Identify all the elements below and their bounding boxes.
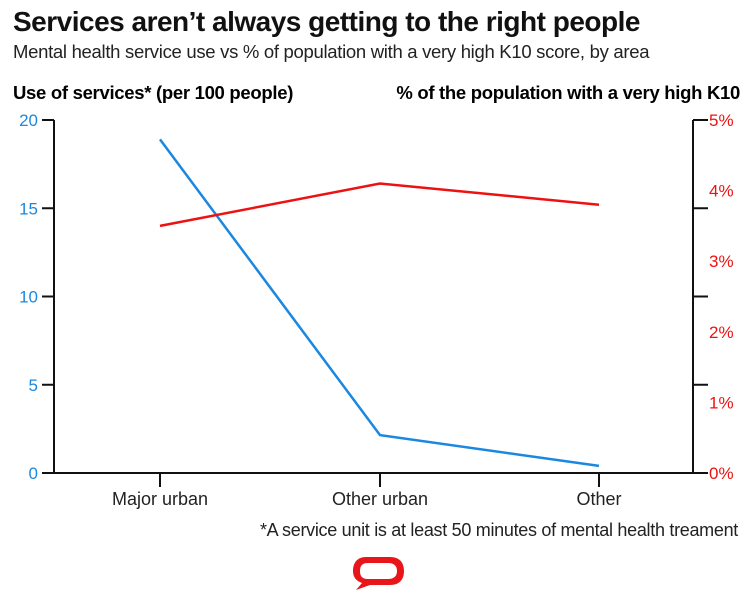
left-axis-tick-label: 5 — [29, 376, 38, 395]
right-axis-tick-label: 0% — [709, 464, 734, 483]
x-axis-tick-label: Major urban — [112, 489, 208, 509]
x-axis-tick-label: Other — [576, 489, 621, 509]
right-axis-tick-label: 1% — [709, 393, 734, 412]
chart-title: Services aren’t always getting to the ri… — [13, 6, 640, 37]
right-axis-tick-label: 3% — [709, 252, 734, 271]
x-axis-tick-label: Other urban — [332, 489, 428, 509]
right-axis-tick-label: 4% — [709, 182, 734, 201]
left-axis-tick-label: 10 — [19, 288, 38, 307]
series-line-services — [158, 138, 600, 468]
chart-subtitle: Mental health service use vs % of popula… — [13, 41, 650, 62]
right-axis-tick-label: 5% — [709, 111, 734, 130]
legend-services: Use of services* (per 100 people) — [13, 82, 294, 103]
left-axis-tick-label: 15 — [19, 199, 38, 218]
speech-bubble-logo-icon — [353, 557, 404, 590]
right-axis-tick-label: 2% — [709, 323, 734, 342]
footnote: *A service unit is at least 50 minutes o… — [259, 520, 738, 540]
left-axis-tick-label: 20 — [19, 111, 38, 130]
left-axis-tick-label: 0 — [29, 464, 38, 483]
legend-k10: % of the population with a very high K10 — [396, 82, 740, 103]
series-line-k10 — [159, 182, 600, 228]
